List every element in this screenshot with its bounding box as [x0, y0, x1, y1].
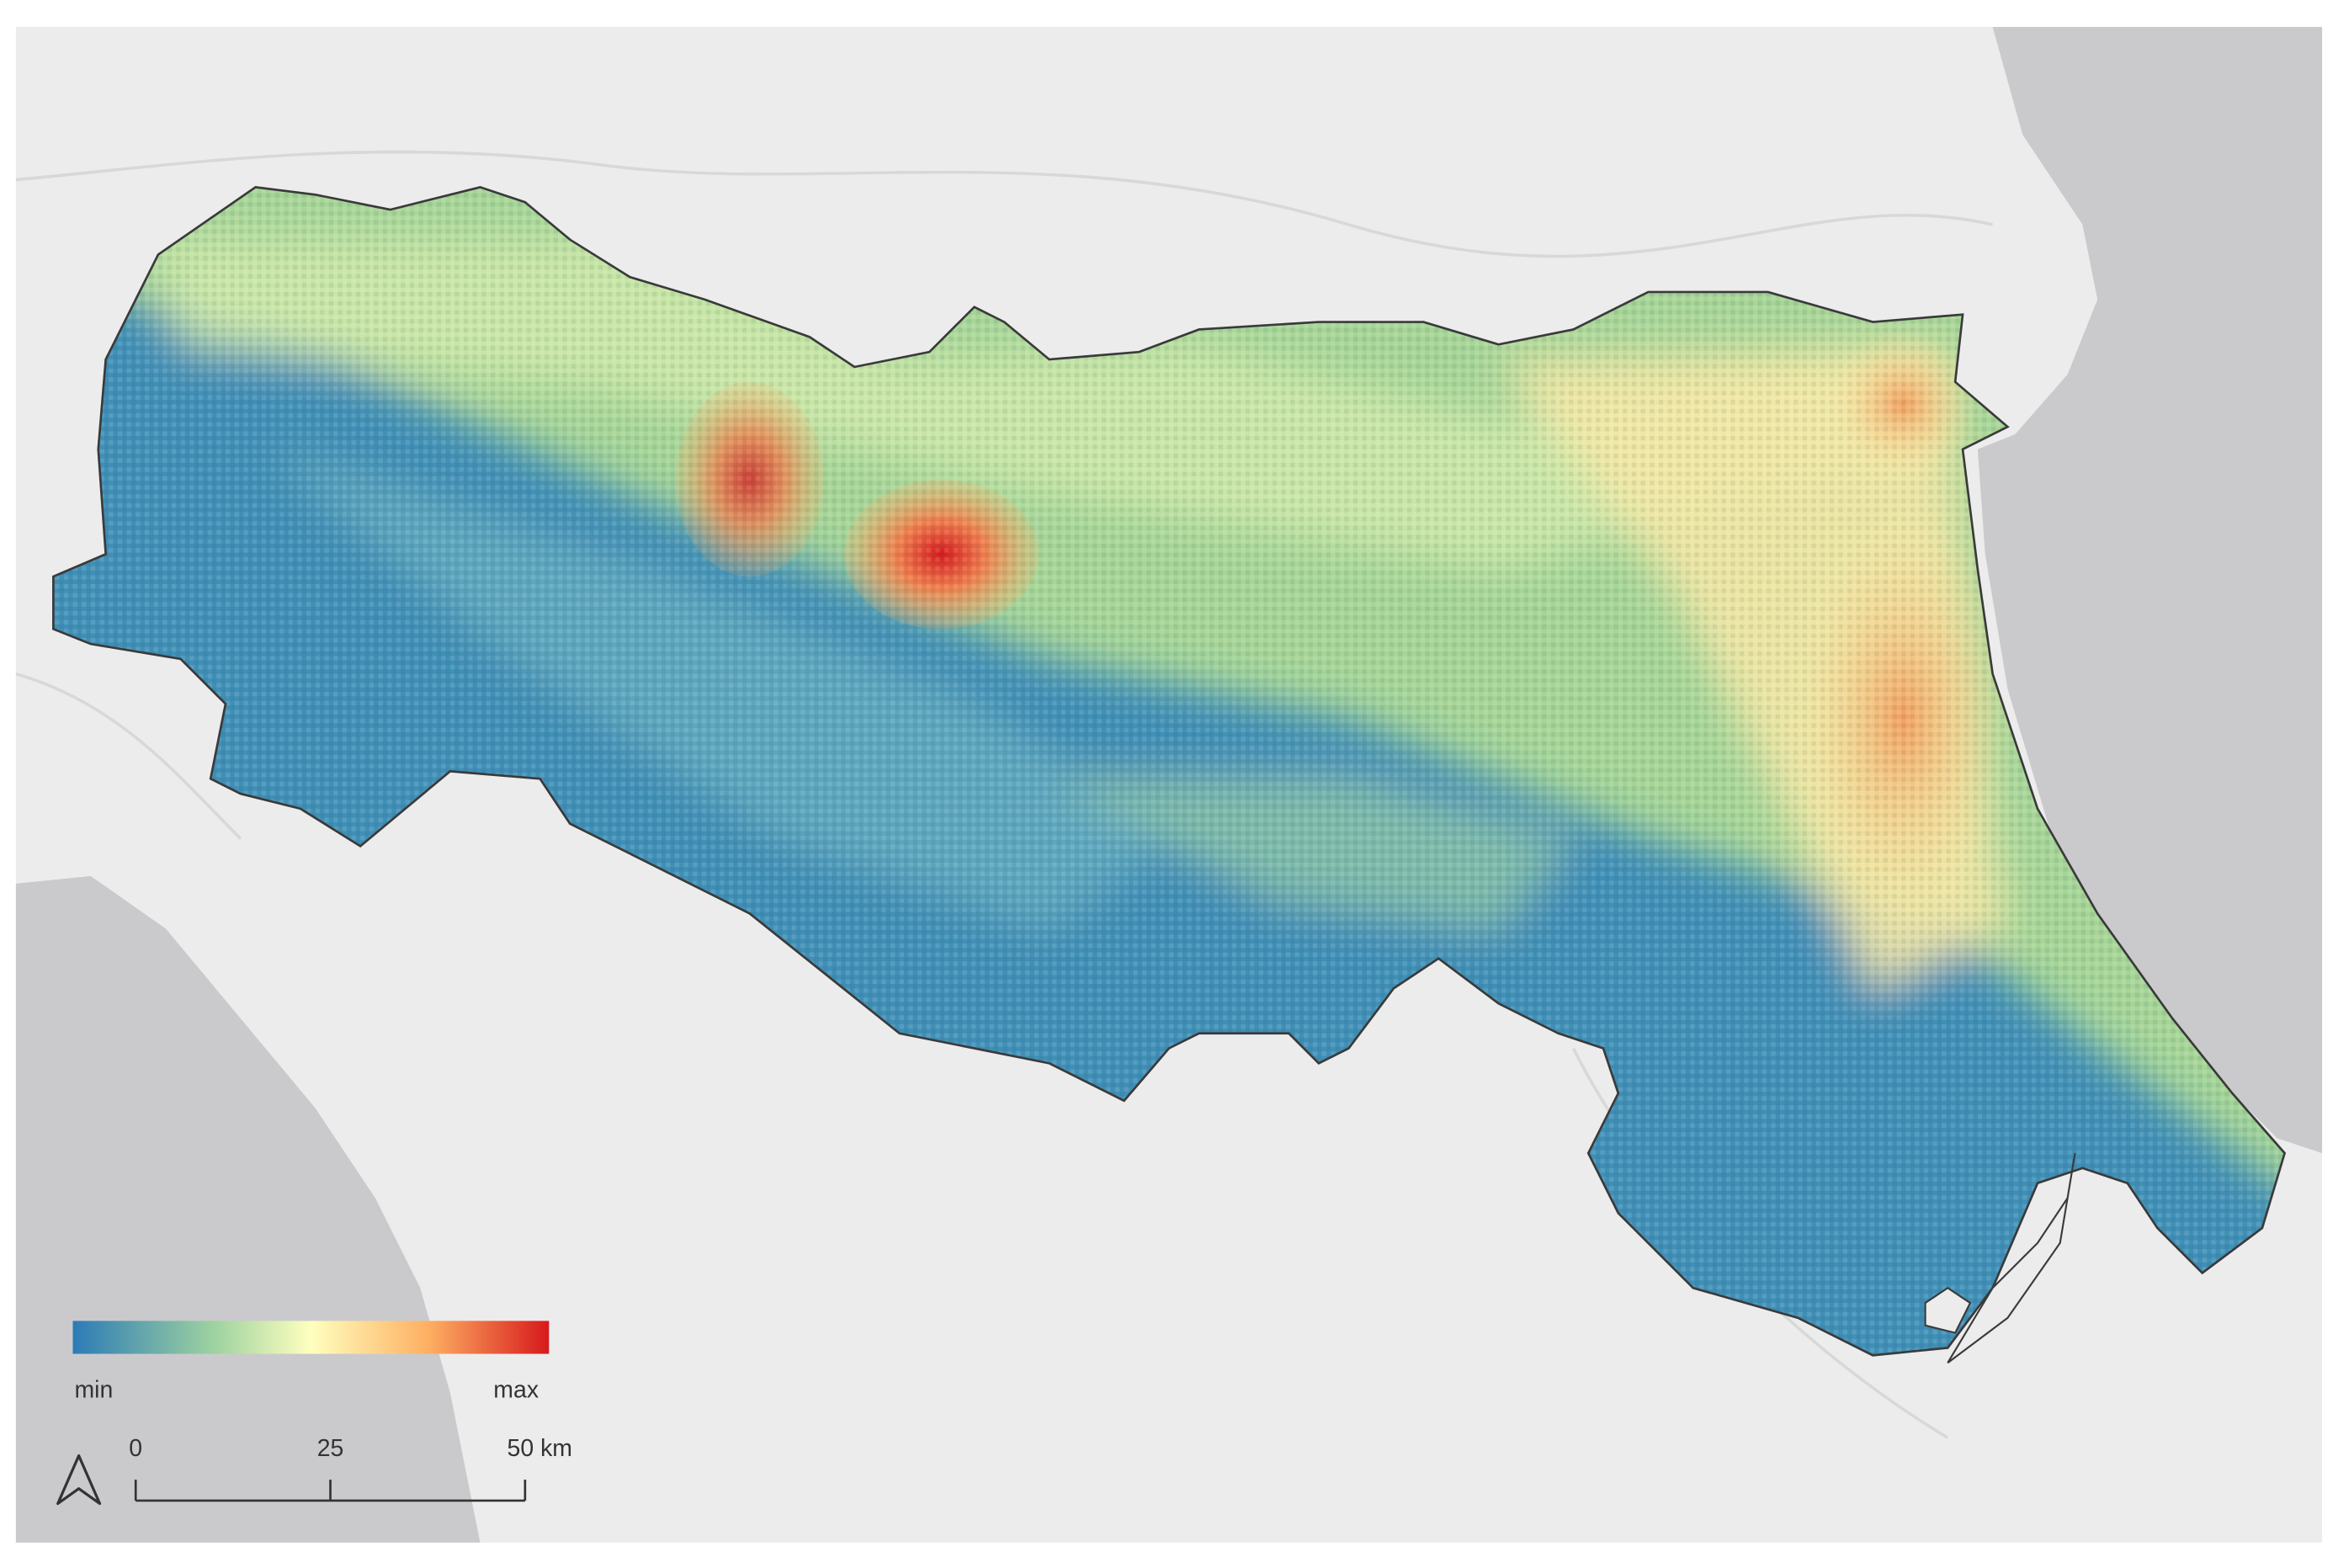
legend-min-label: min: [74, 1377, 113, 1404]
legend-colorbar: [72, 1321, 550, 1354]
scale-bar-label: 0: [129, 1435, 142, 1462]
scale-bar: [134, 1480, 527, 1502]
sea: [15, 875, 481, 1543]
sea: [1977, 27, 2323, 1154]
legend-max-label: max: [493, 1377, 539, 1404]
scale-bar-label: 50 km: [507, 1435, 572, 1462]
enclave-outline: [1924, 1152, 2076, 1364]
scale-bar-label: 25: [317, 1435, 344, 1462]
north-arrow: [56, 1454, 102, 1506]
